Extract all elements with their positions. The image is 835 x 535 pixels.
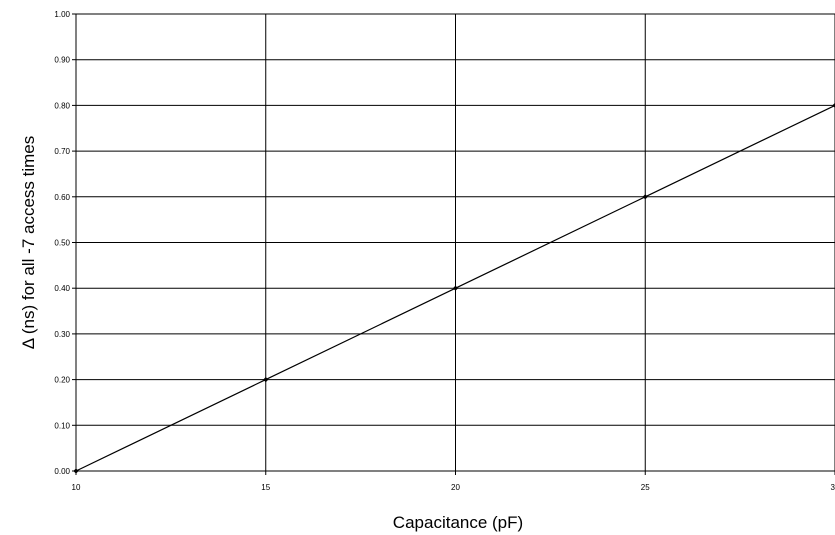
x-tick-label: 15 xyxy=(261,483,270,492)
y-tick-label: 0.30 xyxy=(54,330,70,339)
data-point xyxy=(452,285,459,291)
y-tick-label: 0.00 xyxy=(54,467,70,476)
y-tick-label: 0.10 xyxy=(54,421,70,430)
y-tick-label: 0.50 xyxy=(54,239,70,248)
x-tick-label: 10 xyxy=(72,483,81,492)
x-axis-title: Capacitance (pF) xyxy=(393,513,523,532)
y-tick-label: 0.20 xyxy=(54,376,70,385)
series xyxy=(73,102,835,474)
y-tick-label: 0.70 xyxy=(54,147,70,156)
y-tick-label: 0.80 xyxy=(54,101,70,110)
y-axis-ticks: 0.00 0.10 0.20 0.30 0.40 0.50 0.60 0.70 0.80 0.90… xyxy=(54,10,76,476)
x-axis-ticks: 10 15 20 25 30 xyxy=(72,471,835,492)
grid xyxy=(75,13,835,472)
y-tick-label: 1.00 xyxy=(54,10,70,19)
y-axis-title: Δ (ns) for all -7 access times xyxy=(19,136,38,350)
y-tick-label: 0.40 xyxy=(54,284,70,293)
x-tick-label: 25 xyxy=(641,483,650,492)
y-tick-label: 0.90 xyxy=(54,56,70,65)
y-tick-label: 0.60 xyxy=(54,193,70,202)
x-tick-label: 20 xyxy=(451,483,460,492)
data-point xyxy=(642,194,648,200)
x-tick-label: 30 xyxy=(831,483,835,492)
data-point xyxy=(832,102,835,108)
data-point xyxy=(263,377,269,383)
